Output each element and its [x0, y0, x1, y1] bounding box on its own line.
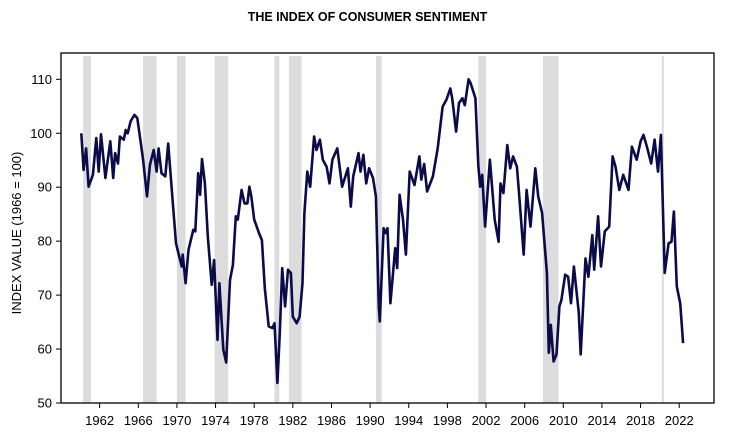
x-tick-label: 1962 — [85, 413, 114, 428]
shaded-period-0 — [83, 56, 91, 403]
x-tick-label: 2014 — [587, 413, 616, 428]
x-tick-label: 1986 — [317, 413, 346, 428]
chart-title: THE INDEX OF CONSUMER SENTIMENT — [247, 10, 488, 24]
shaded-period-7 — [478, 56, 487, 403]
shaded-periods — [83, 56, 664, 403]
x-tick-label: 1970 — [162, 413, 191, 428]
x-tick-label: 1978 — [240, 413, 269, 428]
x-tick-label: 2006 — [510, 413, 539, 428]
x-tick-label: 2018 — [626, 413, 655, 428]
y-tick-label: 70 — [38, 288, 52, 303]
x-tick-label: 1966 — [124, 413, 153, 428]
x-tick-label: 2022 — [665, 413, 694, 428]
y-axis: 50 60 70 80 90 100 110 — [30, 72, 61, 411]
x-tick-label: 1982 — [278, 413, 307, 428]
shaded-period-6 — [375, 56, 382, 403]
shaded-period-2 — [176, 56, 186, 403]
x-tick-label: 1990 — [356, 413, 385, 428]
x-tick-label: 1994 — [394, 413, 423, 428]
series-line — [80, 78, 685, 385]
y-tick-label: 90 — [38, 180, 52, 195]
series-line-group — [80, 78, 685, 385]
x-tick-label: 2002 — [472, 413, 501, 428]
plot-frame — [60, 52, 715, 404]
shaded-period-4 — [274, 56, 280, 403]
shaded-period-1 — [143, 56, 157, 403]
y-tick-label: 60 — [38, 342, 52, 357]
x-tick-label: 1998 — [433, 413, 462, 428]
x-tick-label: 2010 — [549, 413, 578, 428]
shaded-period-5 — [288, 56, 302, 403]
y-tick-label: 50 — [38, 396, 52, 411]
x-axis: 1962 1966 1970 1974 1978 1982 1986 1990 1994 1998… — [85, 403, 694, 428]
x-tick-label: 1974 — [201, 413, 230, 428]
y-tick-label: 80 — [38, 234, 52, 249]
y-axis-label: INDEX VALUE (1966 = 100) — [9, 152, 24, 315]
y-tick-label: 100 — [30, 126, 52, 141]
y-tick-label: 110 — [31, 72, 52, 87]
